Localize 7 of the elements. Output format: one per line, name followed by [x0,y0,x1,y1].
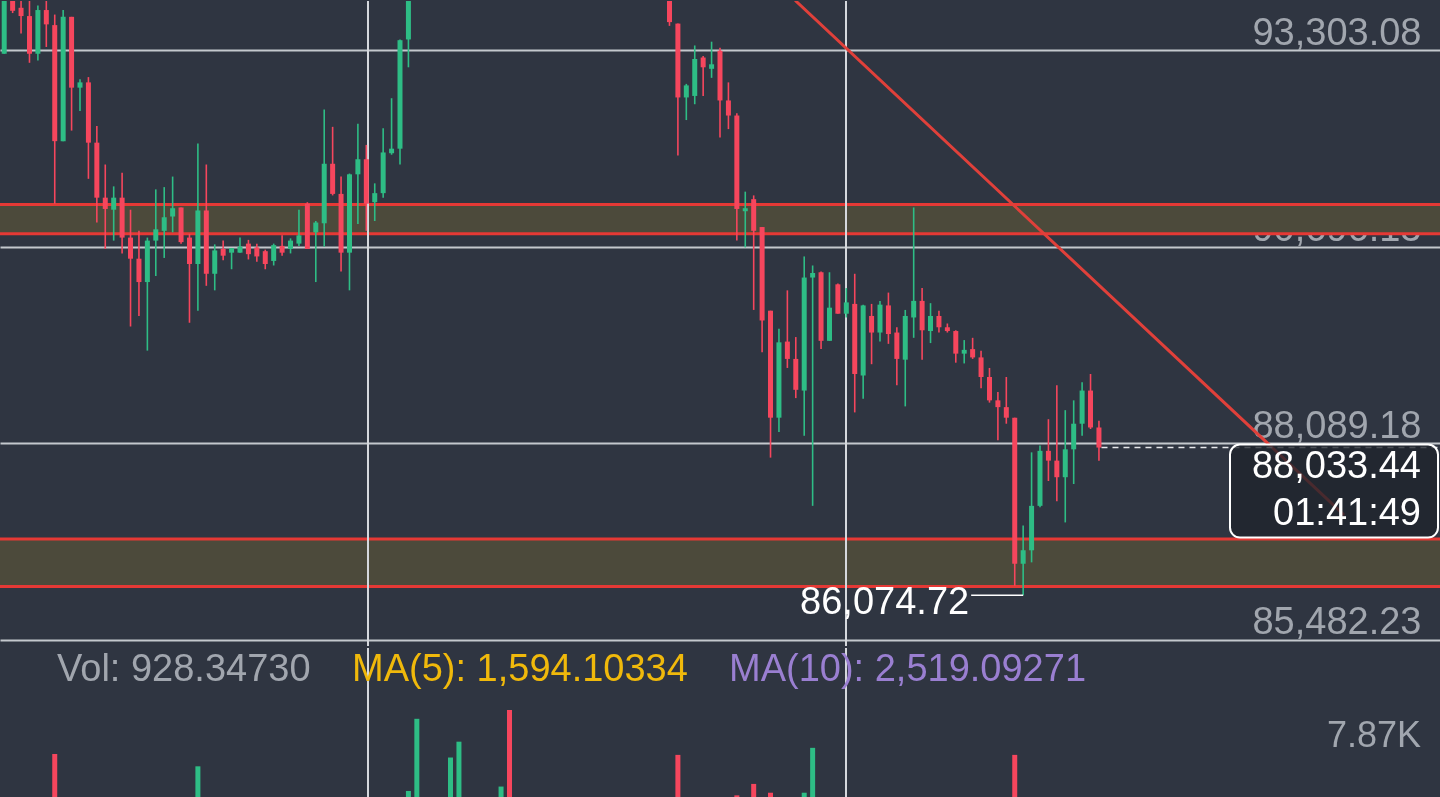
y-tick-label: 85,482.23 [1252,600,1422,643]
annotation: 7.87K [1326,714,1421,755]
ref-line-label: 88,033.44 [1251,443,1421,486]
y-tick-label: 93,303.08 [1252,11,1422,53]
y-tick-label: 88,089.18 [1252,403,1422,446]
annotation: 01:41:49 [1273,490,1421,533]
text: Vol: 928.34730 [57,647,311,689]
